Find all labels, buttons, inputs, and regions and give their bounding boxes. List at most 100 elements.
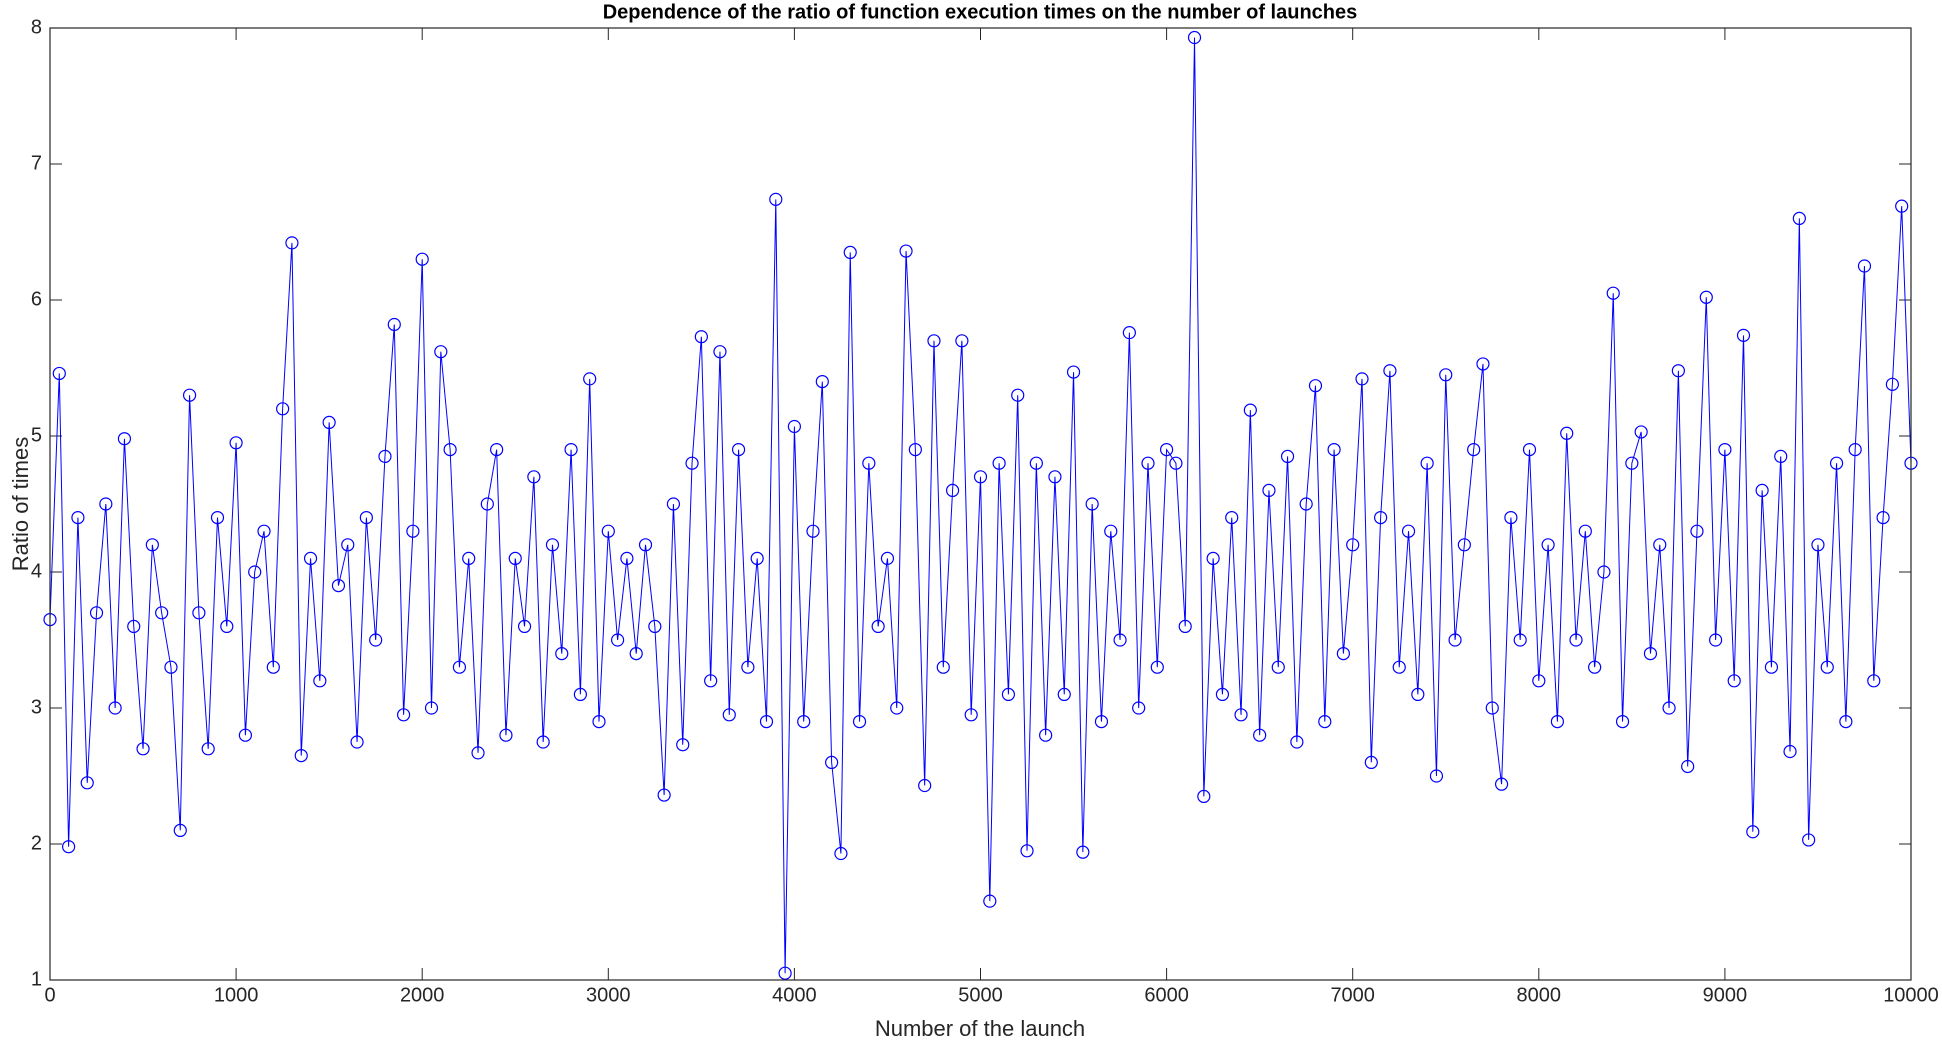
x-axis-label: Number of the launch — [875, 1016, 1085, 1041]
data-point — [1178, 619, 1192, 634]
data-point — [415, 252, 429, 266]
data-point — [1355, 372, 1369, 386]
x-tick-label: 7000 — [1330, 984, 1375, 1006]
data-point — [1588, 660, 1602, 674]
x-tick-label: 5000 — [958, 984, 1003, 1006]
axes-box — [49, 27, 1912, 981]
data-point — [517, 619, 532, 634]
data-point — [1057, 687, 1071, 702]
data-point — [1522, 443, 1537, 457]
data-point — [499, 728, 513, 742]
data-point — [1681, 759, 1695, 774]
data-point — [741, 660, 755, 674]
data-point — [918, 778, 932, 793]
data-point — [1308, 379, 1323, 393]
data-point — [564, 443, 578, 457]
data-point — [1504, 510, 1518, 525]
data-point — [322, 415, 336, 429]
data-point — [945, 483, 960, 497]
data-point — [1783, 744, 1797, 759]
x-tick-label: 1000 — [214, 984, 259, 1006]
data-point — [145, 538, 159, 552]
data-point — [1243, 403, 1257, 417]
data-point — [1541, 538, 1555, 552]
data-line — [49, 37, 1912, 974]
data-point — [1839, 714, 1853, 729]
data-point — [1736, 328, 1751, 342]
data-point — [778, 966, 792, 980]
data-point — [955, 334, 969, 348]
data-point — [1829, 456, 1844, 470]
data-point — [303, 551, 318, 566]
data-point — [52, 366, 66, 381]
data-point — [1299, 497, 1313, 511]
data-point — [555, 646, 569, 661]
data-point — [1271, 660, 1285, 674]
data-point — [527, 470, 541, 484]
data-point — [1327, 443, 1341, 457]
data-point — [583, 372, 597, 386]
data-point — [99, 497, 113, 511]
x-tick-label: 8000 — [1517, 984, 1562, 1006]
data-point — [1876, 510, 1890, 525]
x-tick-label: 2000 — [400, 984, 445, 1006]
data-point — [378, 449, 392, 463]
data-point — [1532, 674, 1546, 688]
data-point — [1774, 449, 1788, 463]
data-point — [964, 708, 978, 722]
data-point — [1197, 789, 1211, 804]
plot-area: 1 2 3 4 5 6 7 8 0 1000 2000 3000 4000 5000 6000 7000 800… — [31, 16, 1939, 1006]
data-point — [871, 619, 885, 634]
data-point — [1150, 660, 1164, 674]
data-point — [127, 619, 141, 634]
data-point — [1048, 470, 1062, 484]
x-tick-label: 4000 — [772, 984, 817, 1006]
y-tick-label: 3 — [31, 696, 42, 718]
data-point — [248, 565, 262, 579]
data-point — [731, 443, 746, 457]
y-tick-label: 4 — [31, 560, 42, 582]
data-point — [685, 456, 699, 470]
data-point — [1792, 211, 1806, 225]
data-point — [1429, 769, 1444, 783]
data-point — [536, 735, 550, 749]
y-tick-label: 6 — [31, 288, 42, 310]
data-point — [201, 742, 215, 756]
data-point — [797, 714, 811, 729]
data-point — [508, 551, 522, 566]
data-point — [350, 735, 364, 749]
data-point — [694, 330, 708, 344]
data-point — [545, 538, 560, 552]
data-point — [1439, 368, 1453, 382]
data-point — [1420, 456, 1434, 470]
data-point — [973, 470, 988, 484]
data-point — [266, 660, 280, 674]
data-point — [1606, 286, 1620, 300]
data-point — [164, 660, 178, 674]
data-point — [666, 497, 681, 511]
data-point — [1401, 524, 1416, 538]
data-point — [1662, 701, 1676, 715]
y-tick-label: 1 — [31, 968, 42, 990]
data-point — [1132, 701, 1146, 715]
data-point — [815, 375, 829, 389]
data-point — [1364, 755, 1378, 770]
data-point — [1020, 844, 1034, 858]
data-point — [1225, 510, 1239, 525]
data-point — [238, 728, 253, 742]
data-point — [769, 192, 783, 206]
data-point — [443, 443, 457, 457]
data-point — [1708, 633, 1723, 647]
data-point — [1262, 483, 1276, 497]
data-point — [1513, 633, 1527, 647]
data-point — [1104, 524, 1118, 538]
data-point — [1467, 443, 1481, 457]
data-point — [862, 456, 876, 470]
data-point — [1578, 524, 1592, 538]
data-point — [276, 402, 290, 416]
data-point — [1597, 565, 1611, 579]
data-point — [396, 708, 411, 722]
data-point — [1029, 456, 1043, 470]
chart-title: Dependence of the ratio of function exec… — [603, 1, 1358, 23]
